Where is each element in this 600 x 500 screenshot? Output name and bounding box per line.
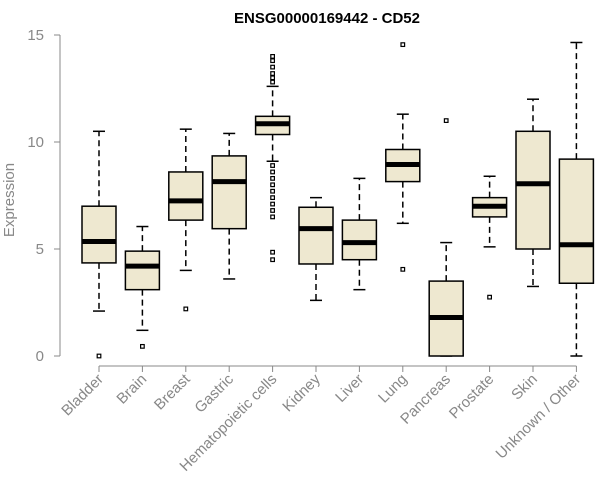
outlier-point xyxy=(270,71,275,76)
outlier-point xyxy=(400,266,406,272)
outlier-point xyxy=(400,42,406,48)
iqr-box xyxy=(124,250,161,291)
y-tick-label: 0 xyxy=(36,348,44,365)
y-tick-label: 15 xyxy=(27,27,44,44)
outlier-point xyxy=(183,306,189,312)
y-axis-label: Expression xyxy=(1,163,18,237)
x-tick-label: Bladder xyxy=(58,371,107,420)
outlier-point xyxy=(270,169,275,175)
x-tick-label: Skin xyxy=(508,371,541,404)
iqr-box xyxy=(298,206,334,265)
box-group xyxy=(385,42,421,272)
box-group xyxy=(254,53,291,263)
outlier-point xyxy=(96,353,102,359)
outlier-point xyxy=(270,249,275,255)
chart-title: ENSG00000169442 - CD52 xyxy=(234,10,420,27)
box-group xyxy=(471,175,508,300)
outlier-point xyxy=(270,208,275,213)
outlier-point xyxy=(270,53,275,59)
box-group xyxy=(558,41,595,357)
outlier-point xyxy=(270,64,275,70)
box-group xyxy=(515,98,551,288)
iqr-box xyxy=(515,130,551,250)
x-tick-label: Prostate xyxy=(446,371,498,423)
outlier-point xyxy=(487,294,492,300)
y-tick-label: 5 xyxy=(36,241,44,258)
outlier-point xyxy=(270,195,275,201)
box-group xyxy=(211,132,247,280)
outlier-point xyxy=(270,79,275,85)
box-group xyxy=(124,225,161,349)
iqr-box xyxy=(168,171,204,221)
outlier-point xyxy=(270,182,275,188)
x-tick-label: Breast xyxy=(151,370,194,413)
y-tick-label: 10 xyxy=(27,134,44,151)
x-tick-label: Brain xyxy=(113,371,150,408)
iqr-box xyxy=(211,155,247,230)
outlier-point xyxy=(443,118,449,124)
outlier-point xyxy=(140,343,145,349)
outlier-point xyxy=(270,58,275,64)
outlier-point xyxy=(270,75,275,81)
outlier-point xyxy=(270,163,275,168)
x-tick-label: Lung xyxy=(375,371,411,407)
iqr-box xyxy=(341,219,378,261)
box-group xyxy=(81,130,117,359)
box-group xyxy=(298,196,334,302)
iqr-box xyxy=(81,205,117,264)
box-series xyxy=(81,41,595,359)
x-tick-label: Liver xyxy=(332,371,367,406)
iqr-box xyxy=(558,158,595,284)
box-group xyxy=(341,177,378,291)
box-group xyxy=(428,118,464,357)
outlier-point xyxy=(270,257,275,263)
x-tick-label: Kidney xyxy=(279,370,324,415)
outlier-point xyxy=(270,201,275,207)
axes: 0 5 10 15 xyxy=(27,27,577,372)
outlier-point xyxy=(270,188,275,194)
outlier-point xyxy=(270,214,275,220)
box-group xyxy=(168,128,204,312)
outlier-point xyxy=(270,175,275,181)
